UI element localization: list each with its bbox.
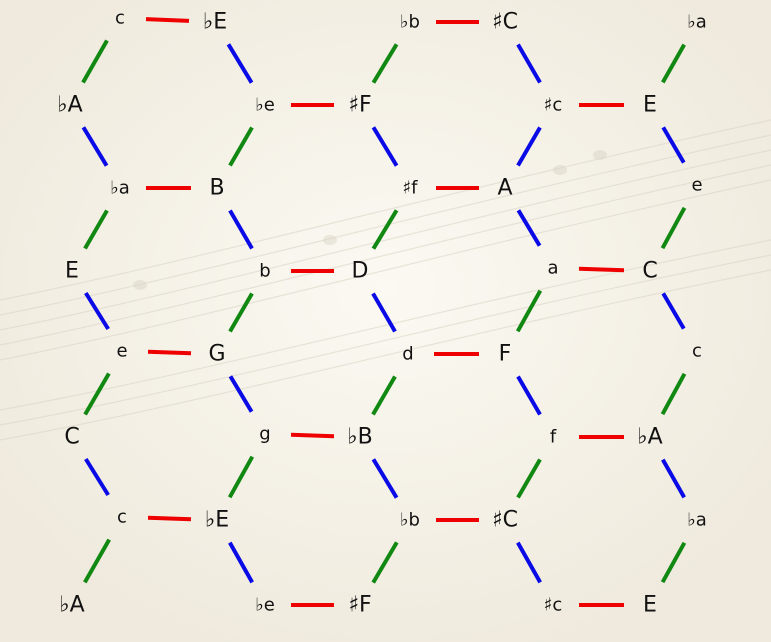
node-n13: ♯f bbox=[402, 178, 418, 199]
node-n19: a bbox=[547, 258, 558, 279]
node-n4: ♯C bbox=[492, 10, 518, 35]
edge-green-n7-n12 bbox=[228, 126, 254, 167]
edge-red-n31-n32 bbox=[147, 515, 192, 522]
edge-red-n27-n28 bbox=[290, 432, 335, 439]
edge-blue-n24-n29 bbox=[516, 375, 542, 416]
edge-blue-n22-n27 bbox=[228, 375, 254, 413]
edge-blue-n10-n15 bbox=[661, 126, 686, 164]
edge-green-n27-n32 bbox=[227, 455, 255, 499]
node-n31: c bbox=[117, 507, 127, 528]
edge-green-n19-n24 bbox=[515, 289, 543, 333]
edge-green-n5-n10 bbox=[661, 43, 686, 84]
edge-blue-n28-n33 bbox=[371, 458, 399, 499]
node-n2: ♭E bbox=[203, 10, 227, 35]
edge-green-n3-n8 bbox=[371, 43, 399, 84]
node-n15: e bbox=[691, 175, 702, 196]
node-n17: b bbox=[259, 261, 270, 282]
edge-green-n11-n16 bbox=[83, 209, 109, 250]
node-n32: ♭E bbox=[205, 508, 229, 533]
edge-blue-n30-n35 bbox=[661, 458, 686, 499]
node-n18: D bbox=[352, 259, 369, 284]
edge-blue-n9-n14 bbox=[516, 126, 542, 167]
edge-green-n29-n34 bbox=[516, 458, 542, 499]
edge-blue-n18-n23 bbox=[371, 292, 397, 333]
edge-blue-n2-n7 bbox=[226, 43, 254, 84]
edge-blue-n6-n11 bbox=[81, 126, 109, 167]
node-n27: g bbox=[259, 424, 270, 445]
edge-blue-n16-n21 bbox=[84, 291, 110, 331]
edge-blue-n8-n13 bbox=[371, 126, 399, 167]
node-n25: c bbox=[692, 341, 702, 362]
node-n26: C bbox=[64, 425, 79, 450]
edge-green-n1-n6 bbox=[81, 39, 109, 84]
edge-green-n33-n38 bbox=[371, 541, 399, 584]
edge-red-n21-n22 bbox=[147, 349, 192, 356]
edge-blue-n26-n31 bbox=[84, 457, 110, 497]
edge-green-n25-n30 bbox=[660, 372, 687, 416]
edge-green-n17-n22 bbox=[228, 292, 254, 333]
edge-red-n19-n20 bbox=[578, 266, 625, 273]
node-n23: d bbox=[402, 344, 413, 365]
node-n28: ♭B bbox=[347, 425, 372, 450]
node-n34: ♯C bbox=[492, 508, 518, 533]
node-n7: ♭e bbox=[255, 95, 275, 116]
node-n24: F bbox=[499, 342, 512, 367]
node-n38: ♯F bbox=[348, 593, 371, 618]
edge-green-n21-n26 bbox=[83, 372, 111, 416]
edge-blue-n34-n39 bbox=[516, 541, 542, 584]
node-n22: G bbox=[208, 342, 225, 367]
edge-green-n23-n28 bbox=[371, 375, 397, 416]
edge-green-n13-n18 bbox=[371, 209, 399, 250]
node-n1: c bbox=[115, 8, 125, 29]
node-n8: ♯F bbox=[348, 93, 371, 118]
node-n29: f bbox=[550, 427, 557, 448]
edge-green-n35-n40 bbox=[660, 541, 687, 584]
node-n16: E bbox=[65, 259, 79, 284]
node-n30: ♭A bbox=[637, 425, 662, 450]
node-n6: ♭A bbox=[57, 93, 82, 118]
node-n21: e bbox=[116, 341, 127, 362]
node-n20: C bbox=[642, 259, 657, 284]
edge-green-n31-n36 bbox=[83, 538, 111, 584]
node-n9: ♯c bbox=[544, 95, 563, 116]
edge-blue-n12-n17 bbox=[228, 209, 254, 250]
edge-blue-n20-n25 bbox=[661, 292, 686, 330]
edge-green-n15-n20 bbox=[660, 206, 687, 250]
edge-blue-n14-n19 bbox=[516, 209, 542, 247]
node-n33: ♭b bbox=[400, 510, 420, 531]
node-n39: ♯c bbox=[544, 595, 563, 616]
node-n36: ♭A bbox=[59, 593, 84, 618]
edge-blue-n4-n9 bbox=[516, 43, 542, 84]
node-n35: ♭a bbox=[687, 510, 707, 531]
node-n3: ♭b bbox=[400, 12, 420, 33]
edge-layer bbox=[81, 17, 687, 607]
edge-red-n1-n2 bbox=[145, 17, 190, 23]
node-n12: B bbox=[209, 176, 224, 201]
node-n37: ♭e bbox=[255, 595, 275, 616]
edge-blue-n32-n37 bbox=[228, 541, 254, 584]
node-n14: A bbox=[497, 176, 512, 201]
node-n10: E bbox=[643, 93, 657, 118]
node-n5: ♭a bbox=[687, 12, 707, 33]
node-n40: E bbox=[643, 593, 657, 618]
node-n11: ♭a bbox=[110, 178, 130, 199]
